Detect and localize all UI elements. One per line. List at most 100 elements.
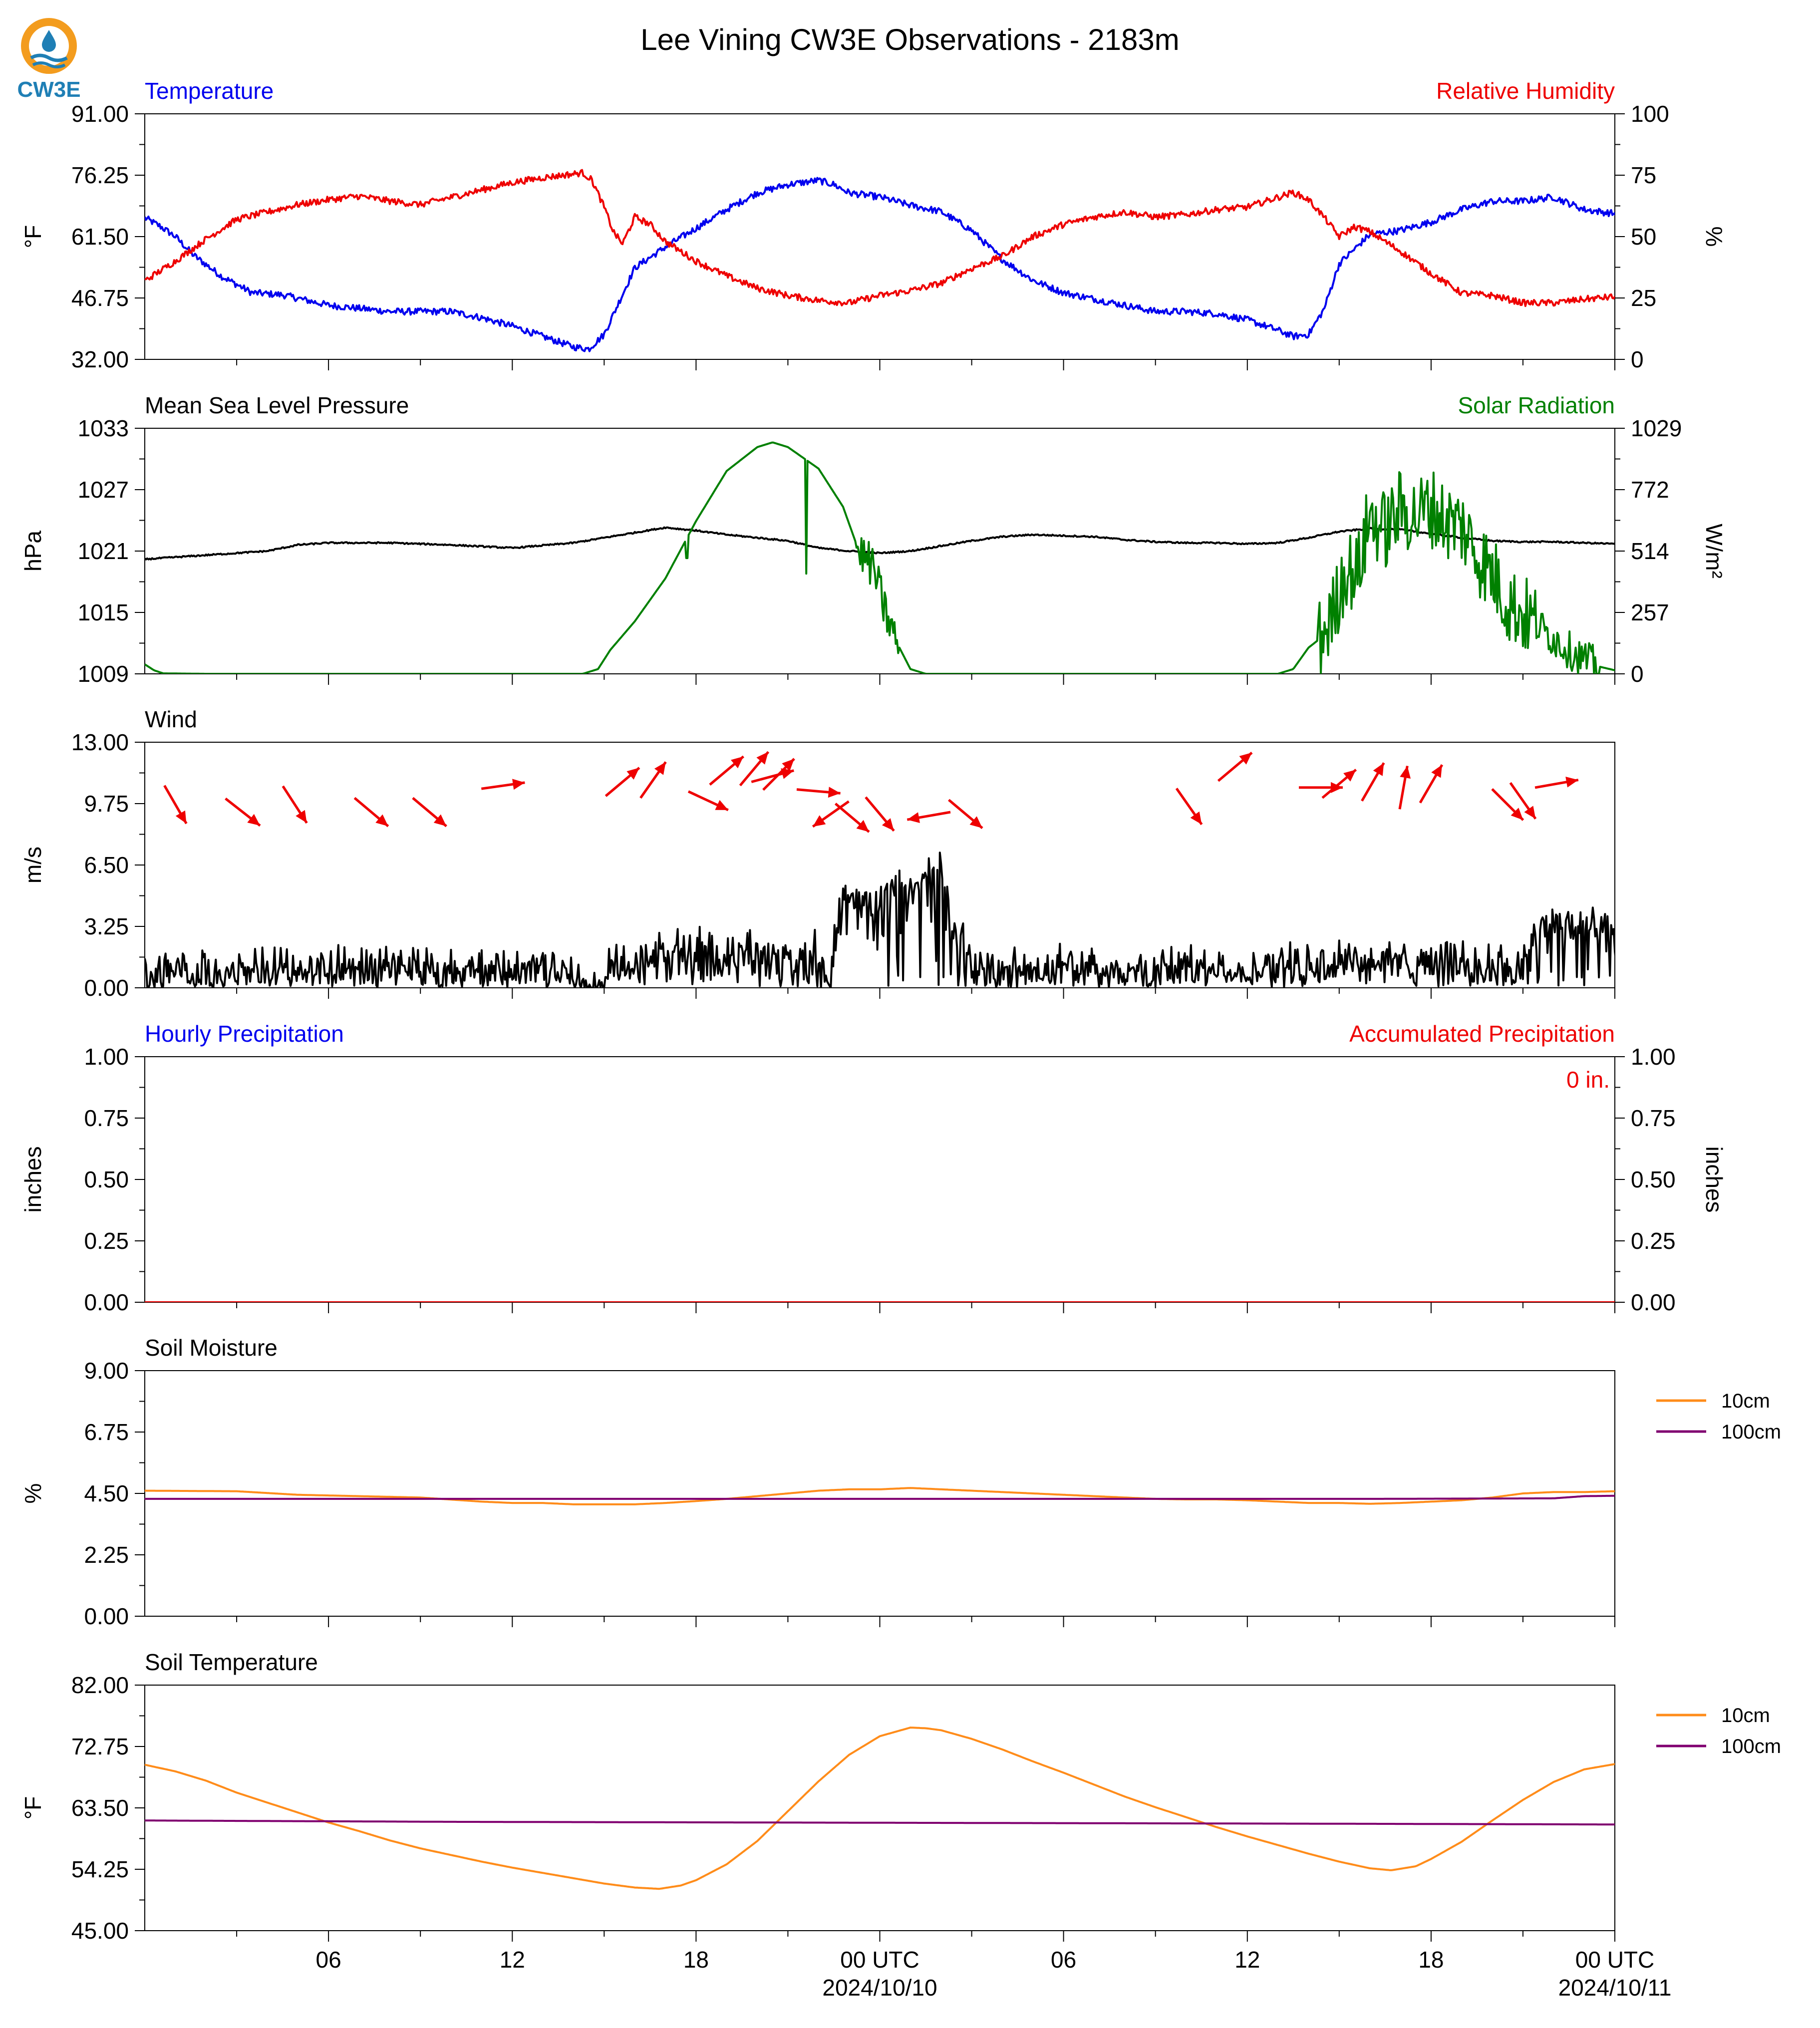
panel-title-left: Wind: [145, 706, 197, 732]
y-tick-label-left: 32.00: [71, 346, 129, 372]
y-tick-label-left: 1021: [78, 538, 129, 564]
wind-arrow-head: [247, 814, 260, 826]
legend-label-100cm: 100cm: [1721, 1736, 1781, 1757]
series-line-0: [145, 177, 1615, 352]
wind-arrow: [163, 785, 188, 825]
plot-area: [145, 1487, 1615, 1505]
wind-arrow-head: [1331, 782, 1343, 793]
wind-arrow-head: [512, 779, 525, 790]
wind-arrow: [1217, 751, 1253, 782]
wind-arrow: [1398, 766, 1411, 810]
y-tick-label-right: 100: [1631, 101, 1669, 127]
wind-arrow: [751, 768, 794, 783]
wind-arrow-head: [731, 756, 744, 769]
y-tick-label-left: 45.00: [71, 1918, 129, 1944]
panel-pressure_solar: Mean Sea Level Pressure Solar Radiation 10…: [20, 392, 1727, 687]
x-tick-label: 00 UTC: [840, 1947, 919, 1973]
wind-arrow-head: [1190, 811, 1202, 825]
wind-arrow: [709, 755, 745, 786]
wind-arrow: [1509, 782, 1537, 820]
y-tick-label-left: 61.50: [71, 224, 129, 250]
y-tick-label-left: 72.75: [71, 1734, 129, 1759]
y-tick-label-right: 772: [1631, 477, 1669, 503]
wind-arrow-head: [1239, 752, 1252, 765]
wind-arrow: [812, 800, 850, 828]
series-line-100cm: [145, 1819, 1615, 1826]
panels: Temperature Relative Humidity 32.00 46.75 61…: [20, 78, 1781, 2001]
y-tick-label-left: 1027: [78, 477, 129, 503]
y-tick-label-left: 46.75: [71, 285, 129, 311]
wind-arrow: [481, 779, 525, 790]
x-tick-label: 12: [1234, 1947, 1260, 1973]
y-tick-label-right: 0: [1631, 661, 1644, 687]
y-tick-label-left: 1033: [78, 415, 129, 441]
y-tick-label-left: 82.00: [71, 1672, 129, 1698]
legend-label-10cm: 10cm: [1721, 1390, 1770, 1412]
y-axis-label-left: °F: [20, 1796, 46, 1820]
wind-arrow-head: [856, 820, 869, 832]
y-tick-label-right: 0.75: [1631, 1105, 1676, 1131]
wind-arrow: [739, 751, 770, 787]
y-tick-label-left: 4.50: [84, 1480, 129, 1506]
series-line-0: [145, 852, 1615, 988]
wind-arrow-head: [969, 816, 982, 829]
wind-arrow-head: [1431, 765, 1442, 778]
wind-arrow-head: [828, 787, 841, 798]
wind-arrow: [225, 797, 261, 827]
wind-arrow-head: [1373, 763, 1384, 776]
y-tick-label-right: 514: [1631, 538, 1669, 564]
wind-arrow-head: [782, 759, 795, 771]
y-tick-label-right: 0.00: [1631, 1289, 1676, 1315]
panel-title-left: Temperature: [145, 78, 274, 104]
wind-arrow-head: [756, 752, 769, 765]
y-axis-label-right: W/m²: [1701, 524, 1727, 579]
y-tick-label-right: 0: [1631, 346, 1644, 372]
panel-title-right: Solar Radiation: [1458, 392, 1615, 418]
wind-arrow-head: [654, 762, 666, 775]
panel-title-right: Accumulated Precipitation: [1349, 1021, 1615, 1047]
wind-arrow: [605, 767, 640, 797]
y-tick-label-left: 1009: [78, 661, 129, 687]
y-axis-label-left: m/s: [20, 847, 46, 883]
logo-wave-icon-2: [32, 61, 66, 68]
wind-arrow: [865, 796, 895, 832]
panel-precip: Hourly Precipitation Accumulated Precipit…: [20, 1021, 1727, 1315]
y-tick-label-left: 0.00: [84, 1603, 129, 1629]
wind-arrow: [1491, 788, 1524, 821]
y-tick-label-right: 75: [1631, 162, 1656, 188]
legend-label-100cm: 100cm: [1721, 1421, 1781, 1443]
cw3e-logo: CW3E: [17, 18, 81, 102]
y-tick-label-right: 1029: [1631, 415, 1682, 441]
y-tick-label-left: 9.00: [84, 1358, 129, 1384]
wind-arrow: [282, 785, 308, 824]
wind-arrow: [1534, 777, 1579, 789]
logo-ring: [21, 18, 77, 74]
y-tick-label-left: 0.00: [84, 1289, 129, 1315]
y-tick-label-left: 0.00: [84, 975, 129, 1001]
wind-arrow: [353, 797, 389, 828]
y-tick-label-left: 0.25: [84, 1228, 129, 1254]
plot-area: [145, 1727, 1615, 1890]
x-tick-label: 12: [500, 1947, 525, 1973]
wind-arrow-head: [715, 800, 728, 810]
wind-arrow: [1321, 769, 1357, 799]
y-tick-label-right: 50: [1631, 224, 1656, 250]
series-line-10cm: [145, 1487, 1615, 1505]
y-tick-label-left: 76.25: [71, 162, 129, 188]
wind-arrow-head: [175, 810, 187, 824]
panel-soil_moisture: Soil Moisture 0.00 2.25 4.50 6.75 9.00% 10cm 10…: [20, 1335, 1781, 1629]
y-tick-label-left: 9.75: [84, 791, 129, 817]
y-tick-label-left: 91.00: [71, 101, 129, 127]
logo-drop-icon: [42, 30, 56, 52]
wind-arrow-head: [1343, 770, 1356, 782]
wind-arrow: [1361, 762, 1385, 802]
y-axis-label-right: inches: [1701, 1147, 1727, 1213]
wind-arrow-head: [433, 814, 447, 827]
y-axis-label-left: %: [20, 1483, 46, 1504]
y-tick-label-right: 257: [1631, 599, 1669, 625]
x-tick-label: 06: [316, 1947, 341, 1973]
wind-arrow-head: [813, 815, 826, 827]
panel-temp_rh: Temperature Relative Humidity 32.00 46.75 61…: [20, 78, 1727, 372]
